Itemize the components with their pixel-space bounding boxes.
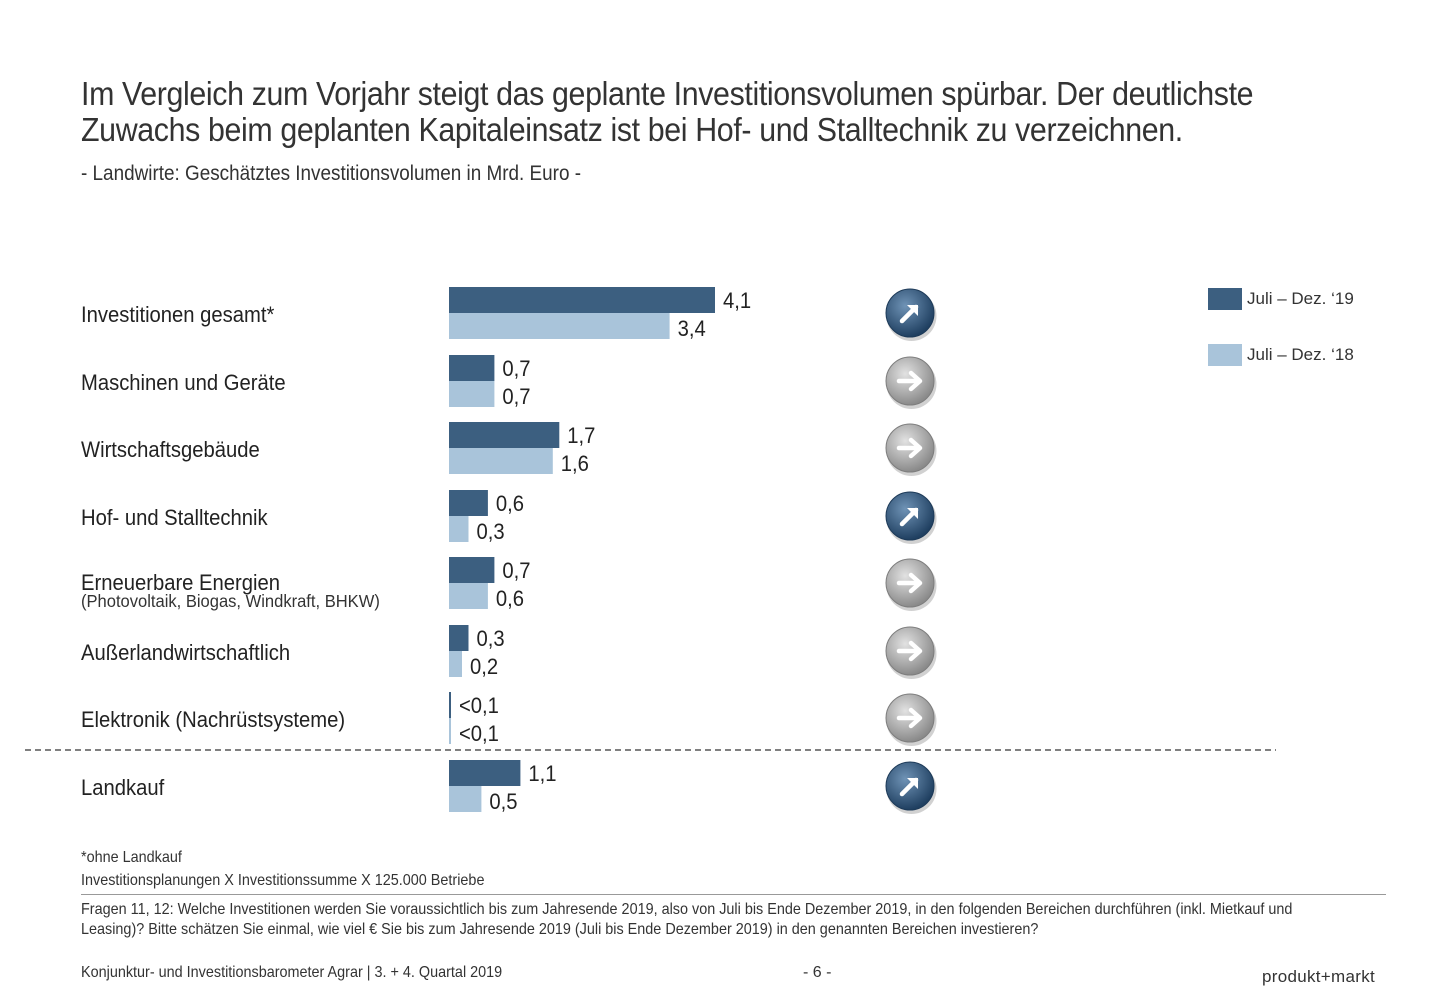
arrow-right-icon [885, 423, 937, 476]
bar-maschinen-und-geraete-2018 [449, 381, 495, 407]
arrow-up-right-icon [885, 761, 937, 814]
footer-divider [81, 894, 1386, 895]
category-label-ausserlandwirtschaftlich: Außerlandwirtschaftlich [81, 641, 290, 665]
category-label-landkauf: Landkauf [81, 776, 164, 800]
value-label-erneuerbare-energien-2018: 0,6 [496, 587, 524, 611]
category-label-elektronik-nachruestsysteme: Elektronik (Nachrüstsysteme) [81, 708, 345, 732]
bar-investitionen-gesamt-2019 [449, 287, 715, 313]
bar-erneuerbare-energien-2018 [449, 583, 488, 609]
headline-line-1: Im Vergleich zum Vorjahr steigt das gepl… [81, 75, 1254, 112]
category-label-maschinen-und-geraete: Maschinen und Geräte [81, 371, 286, 395]
category-group-wirtschaftsgebaeude: Wirtschaftsgebäude 1,7 1,6 [81, 422, 937, 476]
value-label-erneuerbare-energien-2019: 0,7 [502, 559, 530, 583]
bar-hof-und-stalltechnik-2018 [449, 516, 469, 542]
category-sublabel-erneuerbare-energien: (Photovoltaik, Biogas, Windkraft, BHKW) [81, 590, 380, 611]
bar-elektronik-nachruestsysteme-2018 [449, 718, 451, 744]
bar-erneuerbare-energien-2019 [449, 557, 495, 583]
value-label-elektronik-nachruestsysteme-2018: <0,1 [459, 722, 499, 746]
category-label-hof-und-stalltechnik: Hof- und Stalltechnik [81, 506, 268, 530]
value-label-hof-und-stalltechnik-2018: 0,3 [477, 520, 505, 544]
category-label-wirtschaftsgebaeude: Wirtschaftsgebäude [81, 438, 260, 462]
bar-ausserlandwirtschaftlich-2019 [449, 625, 469, 651]
category-group-hof-und-stalltechnik: Hof- und Stalltechnik 0,6 0,3 [81, 490, 937, 544]
page-headline: Im Vergleich zum Vorjahr steigt das gepl… [81, 76, 1277, 148]
bar-ausserlandwirtschaftlich-2018 [449, 651, 462, 677]
footer-report-title: Konjunktur- und Investitionsbarometer Ag… [81, 964, 503, 981]
value-label-hof-und-stalltechnik-2019: 0,6 [496, 492, 524, 516]
headline-line-2: Zuwachs beim geplanten Kapitaleinsatz is… [81, 111, 1183, 148]
bar-wirtschaftsgebaeude-2019 [449, 422, 560, 448]
category-group-landkauf: Landkauf 1,1 0,5 [81, 760, 937, 814]
legend-label-2018: Juli – Dez. ‘18 [1247, 345, 1354, 364]
value-label-wirtschaftsgebaeude-2018: 1,6 [561, 452, 589, 476]
category-group-elektronik-nachruestsysteme: Elektronik (Nachrüstsysteme) <0,1 <0,1 [81, 692, 937, 746]
bar-hof-und-stalltechnik-2019 [449, 490, 488, 516]
bar-maschinen-und-geraete-2019 [449, 355, 495, 381]
arrow-right-icon [885, 626, 937, 679]
value-label-landkauf-2018: 0,5 [489, 790, 517, 814]
category-label-investitionen-gesamt: Investitionen gesamt* [81, 303, 274, 327]
value-label-ausserlandwirtschaftlich-2019: 0,3 [477, 627, 505, 651]
footnote-ohne-landkauf: *ohne Landkauf [81, 849, 182, 866]
value-label-landkauf-2019: 1,1 [528, 762, 556, 786]
category-group-maschinen-und-geraete: Maschinen und Geräte 0,7 0,7 [81, 355, 937, 409]
brand-logo: produkt+markt [1262, 967, 1376, 986]
arrow-right-icon [885, 693, 937, 746]
legend-label-2019: Juli – Dez. ‘19 [1247, 289, 1354, 308]
bar-wirtschaftsgebaeude-2018 [449, 448, 553, 474]
category-group-erneuerbare-energien: Erneuerbare Energien(Photovoltaik, Bioga… [81, 557, 937, 611]
value-label-investitionen-gesamt-2018: 3,4 [678, 317, 706, 341]
bar-investitionen-gesamt-2018 [449, 313, 670, 339]
legend-swatch-2019 [1208, 288, 1242, 310]
value-label-investitionen-gesamt-2019: 4,1 [723, 289, 751, 313]
legend-swatch-2018 [1208, 344, 1242, 366]
bar-landkauf-2019 [449, 760, 521, 786]
value-label-elektronik-nachruestsysteme-2019: <0,1 [459, 694, 499, 718]
arrow-up-right-icon [885, 491, 937, 544]
category-group-investitionen-gesamt: Investitionen gesamt* 4,1 3,4 [81, 287, 937, 341]
survey-question: Fragen 11, 12: Welche Investitionen werd… [81, 901, 1293, 938]
bar-elektronik-nachruestsysteme-2019 [449, 692, 451, 718]
category-group-ausserlandwirtschaftlich: Außerlandwirtschaftlich 0,3 0,2 [81, 625, 937, 679]
page-number: - 6 - [803, 964, 832, 981]
value-label-ausserlandwirtschaftlich-2018: 0,2 [470, 655, 498, 679]
value-label-wirtschaftsgebaeude-2019: 1,7 [567, 424, 595, 448]
category-label-erneuerbare-energien: Erneuerbare Energien [81, 571, 280, 595]
arrow-up-right-icon [885, 288, 937, 341]
bar-landkauf-2018 [449, 786, 482, 812]
value-label-maschinen-und-geraete-2018: 0,7 [502, 385, 530, 409]
arrow-right-icon [885, 356, 937, 409]
footnote-calculation: Investitionsplanungen X Investitionssumm… [81, 872, 485, 889]
arrow-right-icon [885, 558, 937, 611]
value-label-maschinen-und-geraete-2019: 0,7 [502, 357, 530, 381]
chart-subtitle: - Landwirte: Geschätztes Investitionsvol… [81, 162, 582, 185]
